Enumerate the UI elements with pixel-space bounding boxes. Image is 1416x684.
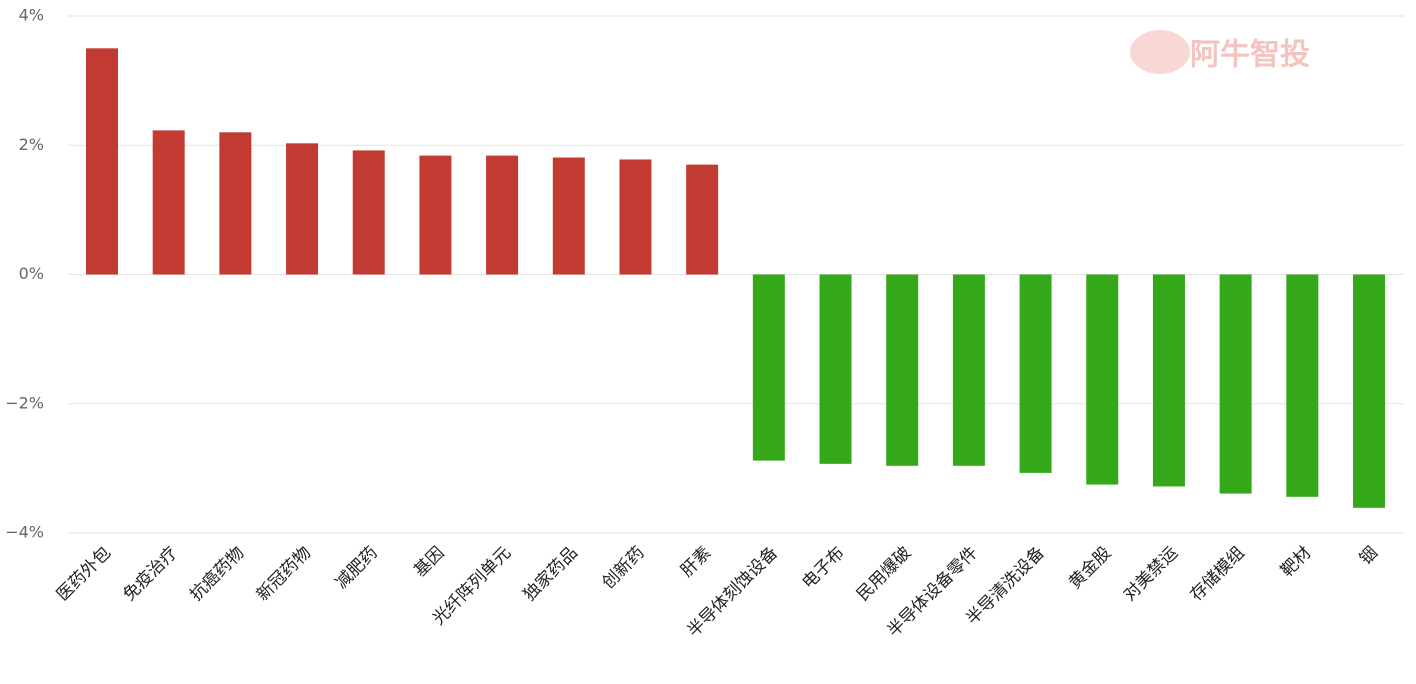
x-tick-label: 创新药 — [598, 543, 648, 593]
x-tick-label: 基因 — [410, 543, 448, 581]
y-tick-label: 2% — [19, 135, 44, 154]
x-tick-label: 肝素 — [677, 543, 715, 581]
y-tick-label: 4% — [19, 6, 44, 25]
x-tick-label: 电子布 — [798, 543, 848, 593]
bar — [952, 274, 985, 466]
x-tick-label: 独家药品 — [520, 543, 582, 605]
bar — [752, 274, 785, 461]
bar — [486, 155, 519, 275]
bar — [419, 155, 452, 275]
x-tick-label: 免疫治疗 — [120, 543, 182, 605]
bar — [1219, 274, 1252, 494]
watermark: 阿牛智投 — [1190, 38, 1310, 73]
bar — [619, 159, 652, 275]
bar — [1152, 274, 1185, 487]
bar — [352, 150, 385, 275]
bar — [819, 274, 852, 464]
x-tick-label: 黄金股 — [1065, 543, 1115, 593]
x-tick-label: 医药外包 — [53, 543, 115, 605]
x-tick-label: 抗癌药物 — [186, 543, 248, 605]
bar — [286, 143, 319, 275]
y-tick-label: −4% — [5, 523, 44, 542]
x-tick-label: 靶材 — [1277, 543, 1315, 581]
y-tick-label: 0% — [19, 264, 44, 283]
bar — [86, 48, 118, 275]
x-tick-label: 对美禁运 — [1120, 543, 1182, 605]
x-tick-label: 民用爆破 — [853, 543, 915, 605]
x-tick-label: 存储模组 — [1186, 543, 1248, 605]
x-tick-label: 减肥药 — [332, 543, 382, 593]
bar — [219, 132, 252, 275]
x-tick-label: 铟 — [1356, 543, 1382, 569]
y-tick-label: −2% — [5, 393, 44, 412]
x-tick-label: 新冠药物 — [253, 543, 315, 605]
bar — [886, 274, 919, 466]
bar — [152, 130, 185, 275]
bar — [686, 164, 719, 275]
bar — [1286, 274, 1319, 497]
watermark-logo: 阿牛智投 — [1130, 30, 1310, 74]
bar — [1019, 274, 1052, 473]
bar — [552, 157, 585, 275]
bar — [1353, 274, 1385, 508]
bar — [1086, 274, 1119, 485]
